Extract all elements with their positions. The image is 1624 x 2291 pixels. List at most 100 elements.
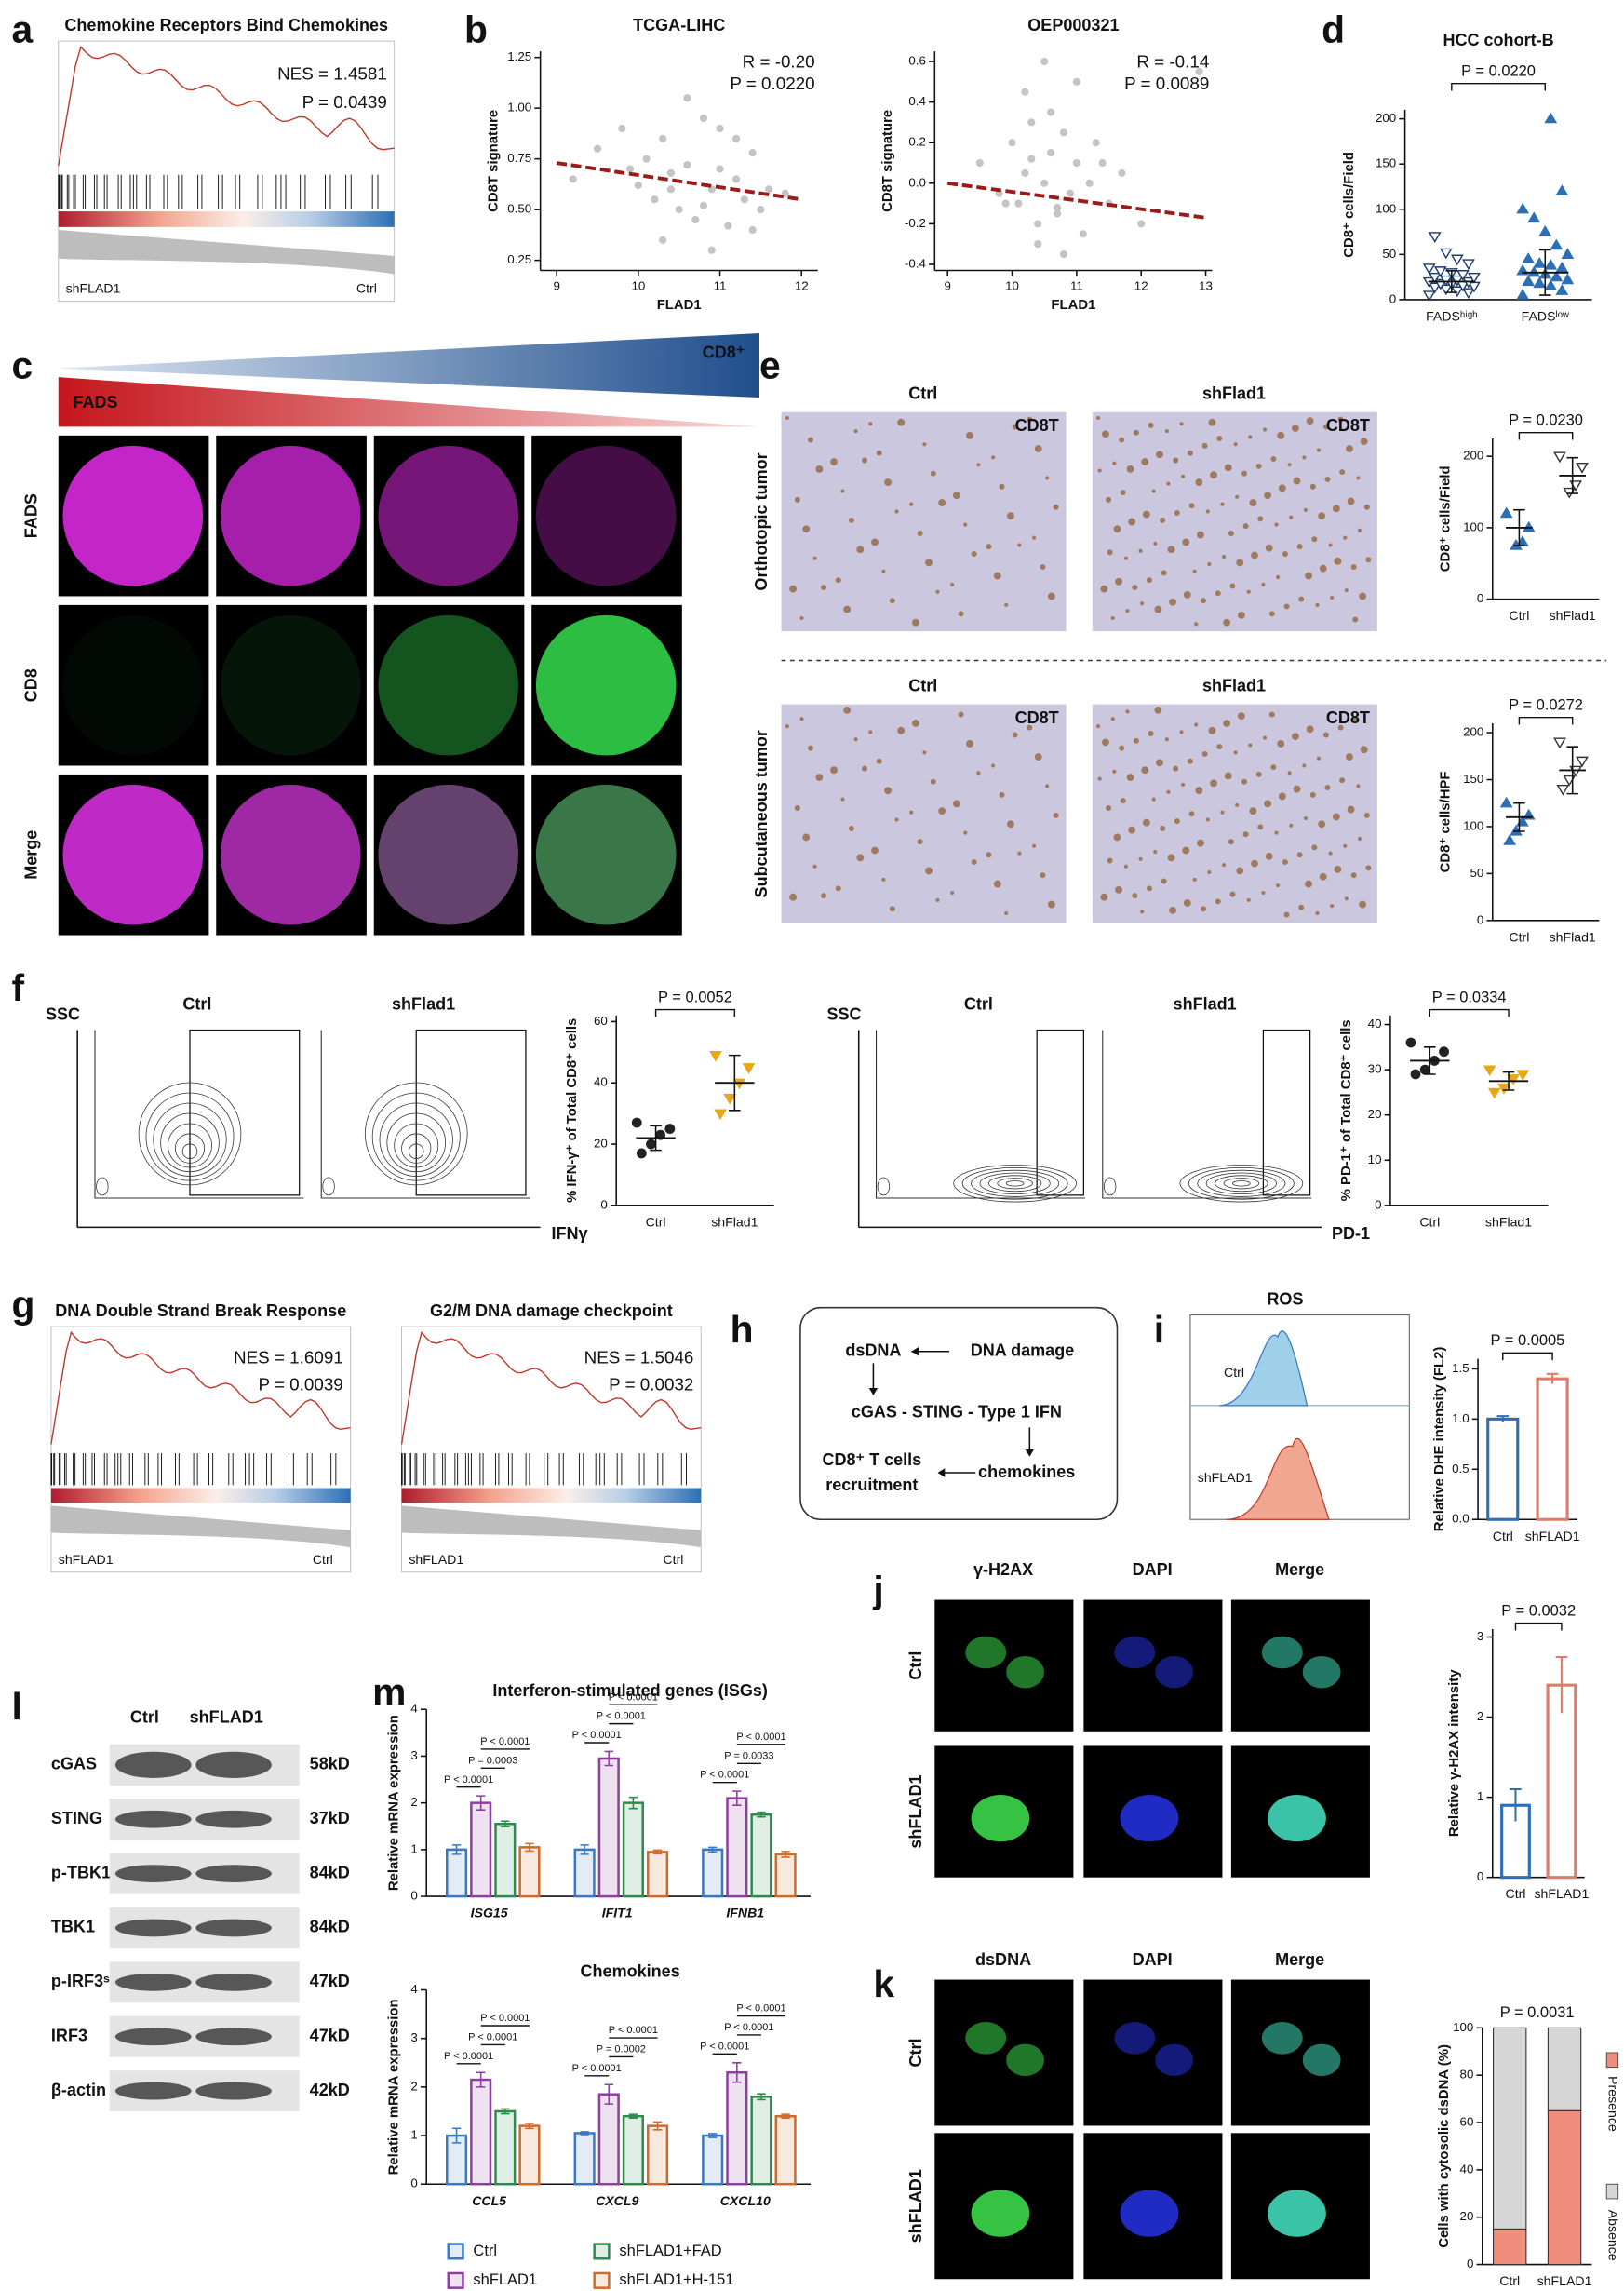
ihc-stain <box>1192 569 1197 573</box>
error-bar <box>757 2093 766 2101</box>
blot-band <box>114 1810 192 1828</box>
y-tick-label: 0.25 <box>507 252 531 266</box>
data-point <box>666 168 676 177</box>
x-tick-label: FADSˡᵒʷ <box>1522 308 1569 323</box>
x-tick-label: shFlad1 <box>1550 608 1596 623</box>
flow-contour <box>160 1112 220 1173</box>
data-point <box>1059 250 1068 259</box>
significance-bracket <box>1518 717 1574 725</box>
diagram-node: CD8⁺ T cells <box>822 1450 921 1469</box>
ihc-stain <box>862 457 867 464</box>
ihc-stain <box>1330 904 1335 909</box>
ihc-stain <box>1251 859 1258 868</box>
data-point <box>1428 272 1442 284</box>
ihc-stain <box>1119 437 1125 443</box>
y-tick-label: 1.0 <box>1452 1411 1470 1425</box>
y-tick-label: 0.6 <box>908 54 926 68</box>
bar-segment <box>1493 2027 1527 2230</box>
x-tick-label: shFLAD1 <box>1537 2273 1592 2288</box>
flow-gate <box>415 1029 527 1196</box>
data-point <box>748 225 757 235</box>
gsea-right-label: Ctrl <box>313 1552 333 1567</box>
flow-contour <box>322 1177 335 1196</box>
ihc-stain <box>1120 490 1126 496</box>
y-tick-label: 1.00 <box>507 101 531 115</box>
ihc-stain <box>1223 720 1231 727</box>
ihc-stain <box>958 711 964 718</box>
ihc-stain <box>843 605 852 613</box>
ihc-stain <box>1151 797 1156 802</box>
bar <box>702 1848 724 1898</box>
ihc-stain <box>1229 583 1236 589</box>
data-point <box>1462 259 1475 271</box>
row-label: Ctrl <box>906 2038 925 2067</box>
ihc-stain <box>1357 528 1362 532</box>
ihc-stain <box>1201 750 1208 757</box>
ihc-stain <box>1316 448 1322 452</box>
ihc-stain <box>1257 824 1264 830</box>
bar <box>622 1801 644 1898</box>
ihc-stain <box>917 531 923 536</box>
ihc-stain <box>1161 570 1167 576</box>
ihc-stain <box>1262 735 1268 740</box>
data-point <box>626 165 635 173</box>
ihc-stain <box>868 422 873 426</box>
y-tick-label: 200 <box>1376 111 1396 125</box>
p-value: P = 0.0230 <box>1509 411 1583 428</box>
data-point <box>1550 270 1564 282</box>
ihc-stain <box>925 867 933 875</box>
column-label: Merge <box>1275 1950 1324 1969</box>
x-axis-label: IFNγ <box>551 1224 587 1243</box>
ihc-stain <box>1360 438 1368 446</box>
x-tick-label: IFNB1 <box>726 1906 764 1920</box>
gsea-rank-bar <box>50 1488 351 1503</box>
data-point <box>1098 158 1107 168</box>
data-point <box>1072 158 1080 168</box>
ihc-stain <box>1311 536 1318 543</box>
data-point <box>1499 796 1513 808</box>
tissue-image <box>531 435 682 597</box>
error-bar <box>476 1795 486 1811</box>
data-point <box>636 1148 647 1159</box>
blot-band <box>195 2028 272 2046</box>
ihc-stain <box>856 546 865 554</box>
error-bar <box>1513 508 1525 546</box>
blot-band <box>114 2028 192 2046</box>
data-point <box>1053 203 1062 212</box>
y-tick-label: 60 <box>594 1014 608 1028</box>
size-label: 37kD <box>310 1809 350 1827</box>
bar <box>750 2096 772 2186</box>
error-bar <box>1546 1372 1559 1384</box>
ihc-stain <box>835 885 841 892</box>
ihc-stain <box>1179 422 1184 426</box>
protein-label: STING <box>51 1809 102 1827</box>
data-point <box>659 134 667 142</box>
ihc-stain <box>1264 492 1272 500</box>
ihc-stain <box>1006 820 1014 829</box>
panel-letter: i <box>1154 1308 1164 1351</box>
ihc-stain <box>1012 424 1018 430</box>
ihc-stain <box>1306 725 1314 734</box>
tissue-image <box>58 604 209 766</box>
ihc-stain <box>1201 906 1207 912</box>
ihc-stain <box>1291 425 1299 432</box>
y-axis-label: CD8⁺ cells/Field <box>1342 152 1357 258</box>
bar <box>597 2093 620 2186</box>
gsea-frame <box>58 40 396 302</box>
row-label: FADS <box>21 493 40 538</box>
ihc-stain <box>1255 463 1262 469</box>
diagram-box <box>799 1306 1119 1521</box>
ihc-stain <box>1246 897 1251 902</box>
data-point <box>723 1094 737 1105</box>
cd8-gradient <box>58 333 760 398</box>
ihc-stain <box>840 797 845 802</box>
error-bar <box>604 1750 613 1767</box>
ihc-stain <box>909 502 914 506</box>
data-point <box>675 206 683 214</box>
error-bar <box>707 1846 718 1853</box>
x-tick-label: IFIT1 <box>602 1906 633 1920</box>
y-tick-label: 100 <box>1463 519 1483 533</box>
y-axis-label: % IFN-γ⁺ of Total CD8⁺ cells <box>565 1018 580 1203</box>
blot-band <box>114 1919 192 1937</box>
row-label: shFLAD1 <box>906 1774 925 1848</box>
